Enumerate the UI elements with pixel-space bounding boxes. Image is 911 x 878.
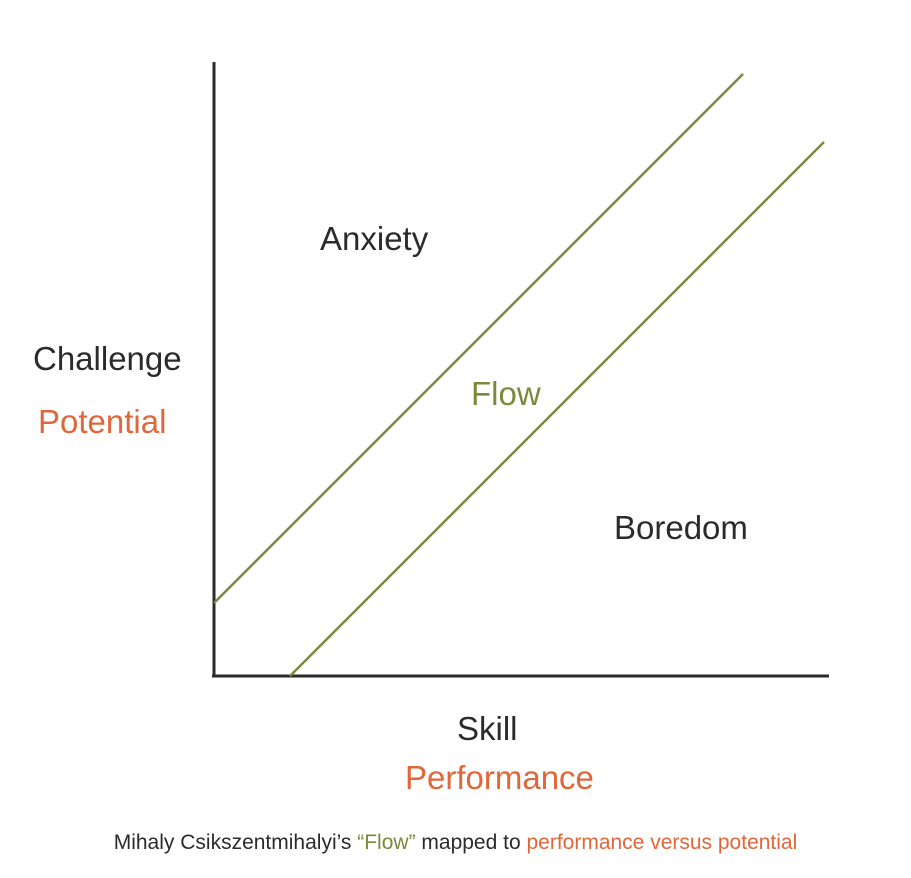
x-axis-label: Skill	[457, 710, 518, 747]
region-label-anxiety: Anxiety	[320, 220, 429, 257]
caption-text-performance-potential: performance versus potential	[526, 831, 798, 854]
caption-text-author: Mihaly Csikszentmihalyi’s	[113, 831, 358, 854]
caption-text-mapped: mapped to	[415, 831, 527, 854]
flow-upper-boundary	[213, 73, 744, 604]
figure-caption: Mihaly Csikszentmihalyi’s “Flow” mapped …	[0, 832, 911, 853]
region-label-flow: Flow	[471, 375, 541, 412]
x-axis-sublabel: Performance	[405, 759, 594, 796]
y-axis-sublabel: Potential	[38, 403, 167, 440]
flow-lower-boundary	[289, 141, 825, 677]
caption-text-flow: “Flow”	[357, 831, 416, 854]
region-label-boredom: Boredom	[614, 509, 748, 546]
y-axis-label: Challenge	[33, 340, 182, 377]
